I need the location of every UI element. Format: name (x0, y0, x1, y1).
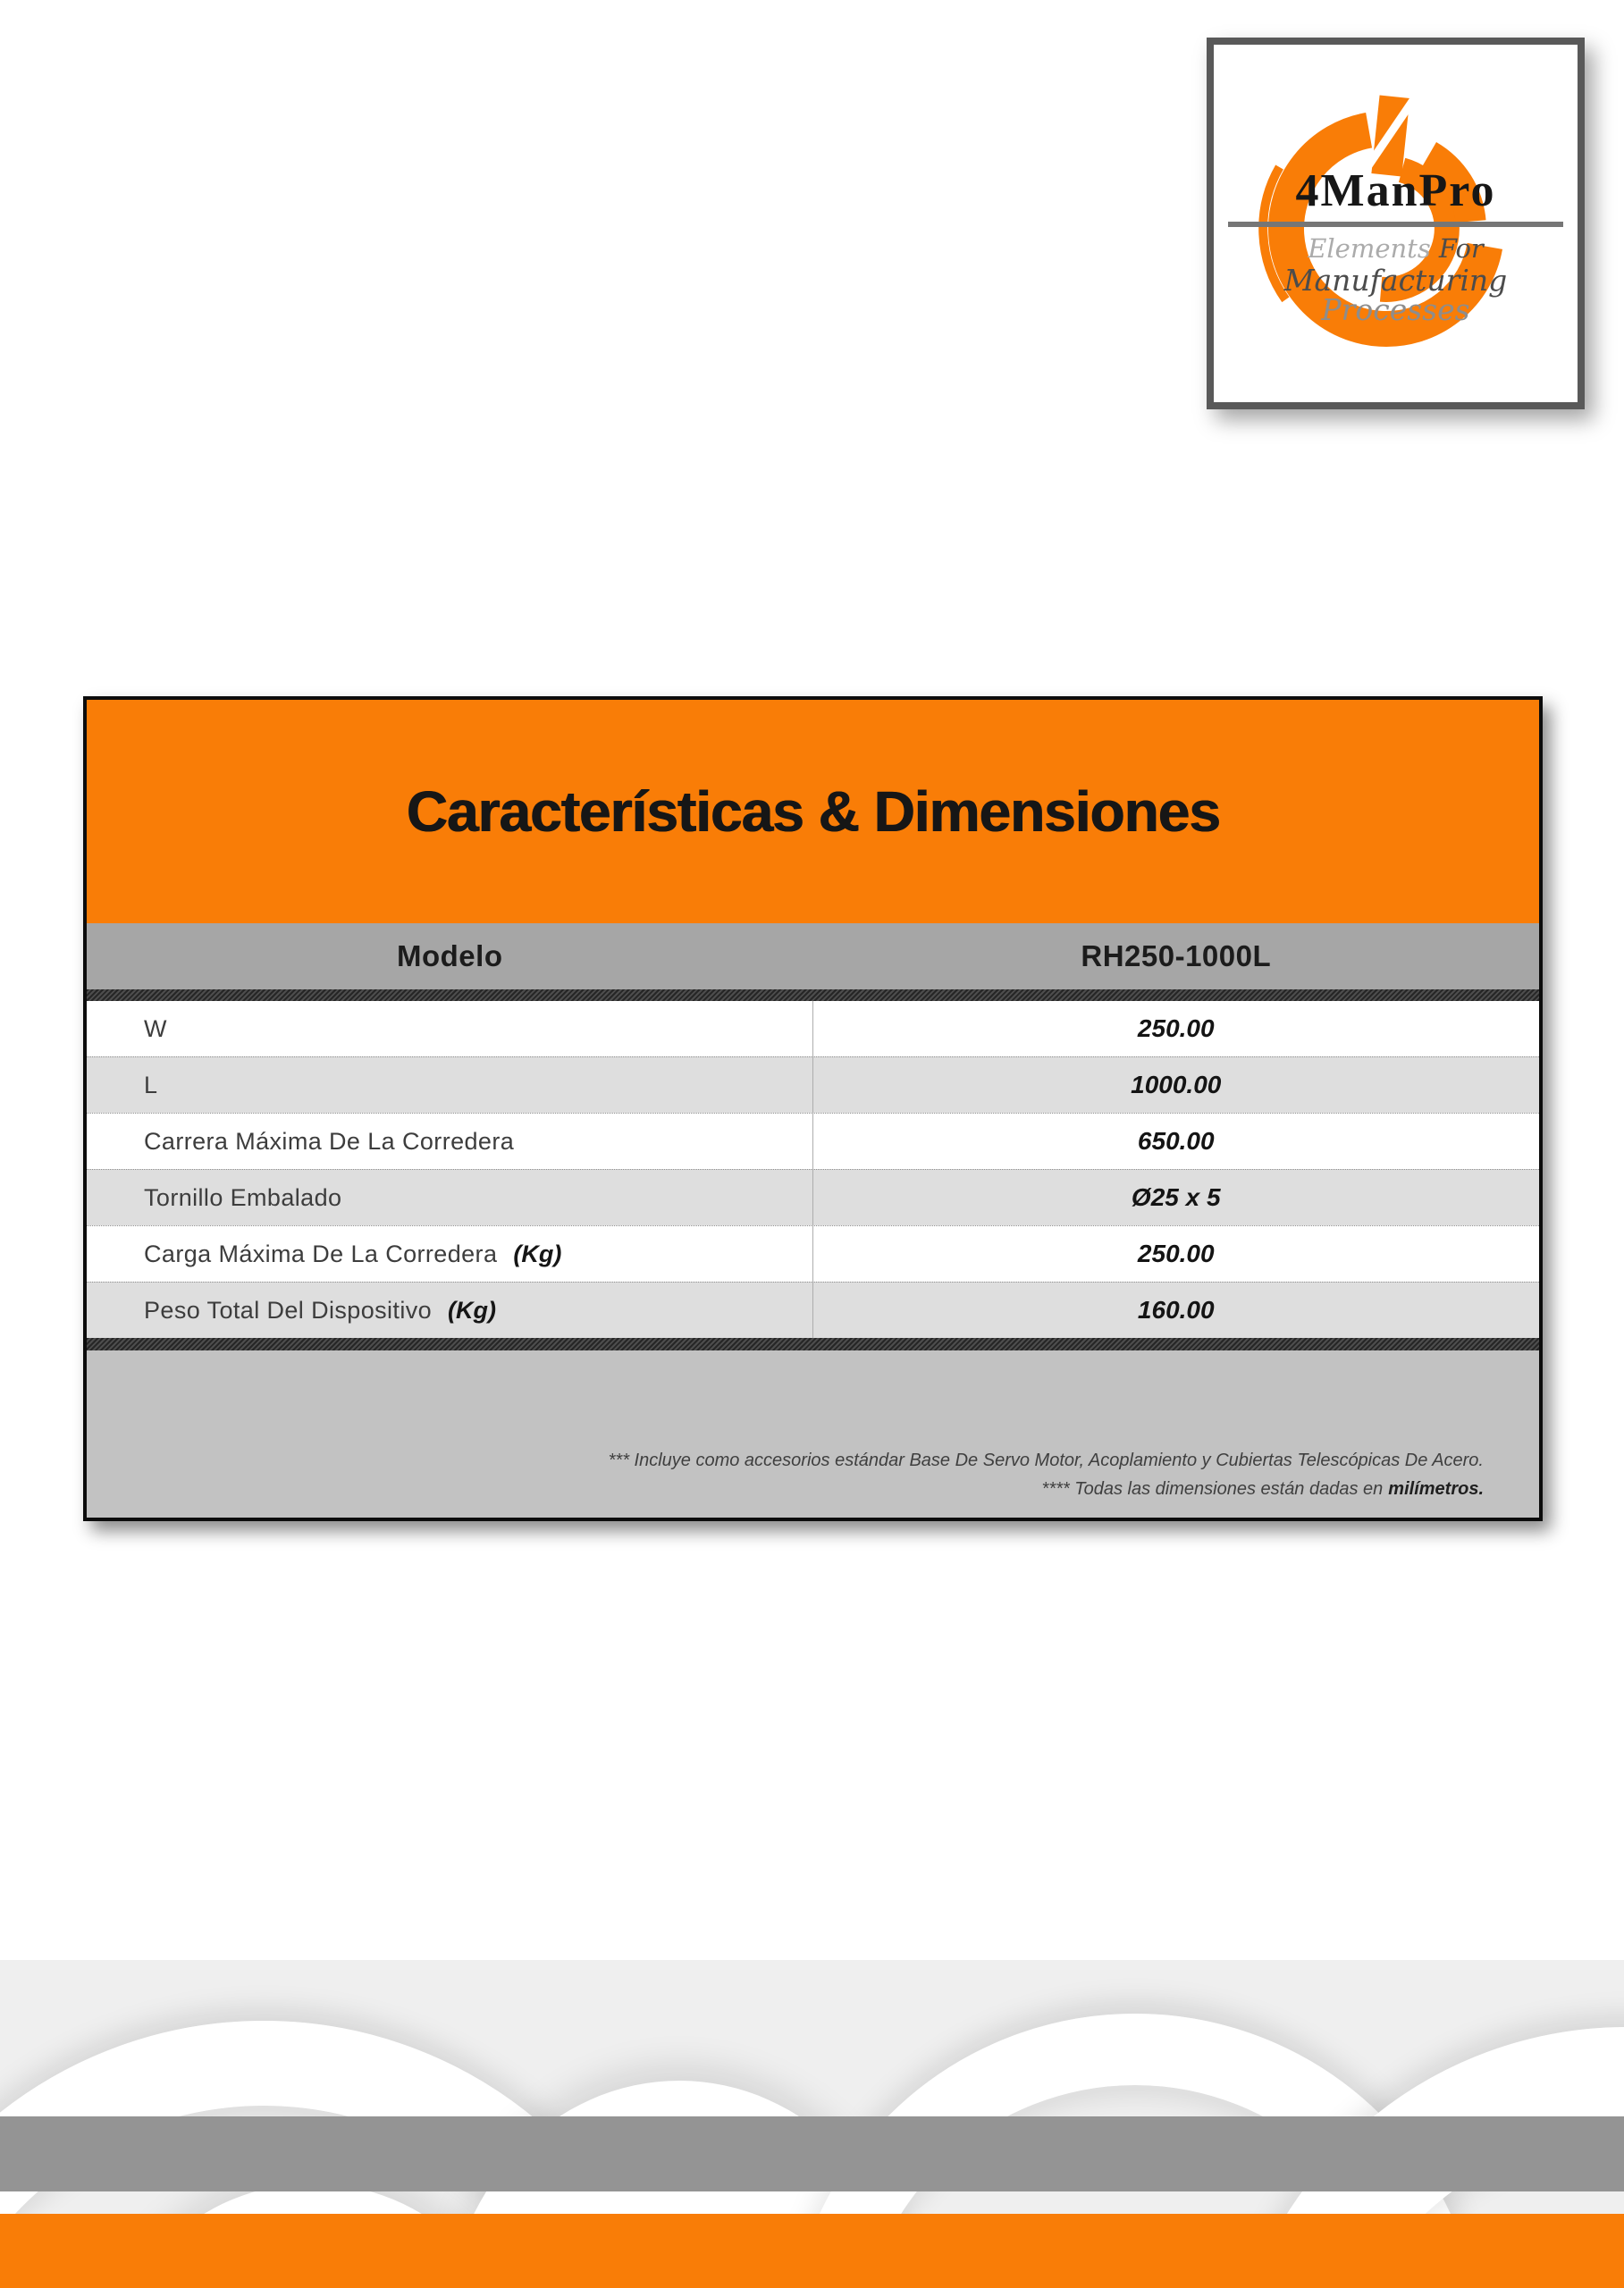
tagline-word-for: For (1438, 233, 1484, 264)
model-header-row: Modelo RH250-1000L (87, 923, 1539, 989)
row-label: Peso Total Del Dispositivo (Kg) (87, 1283, 813, 1338)
table-title: Características & Dimensiones (406, 779, 1220, 844)
row-value: 650.00 (1137, 1127, 1215, 1155)
separator-bar-top (87, 989, 1539, 1001)
footer-notes: *** Incluye como accesorios estándar Bas… (609, 1446, 1484, 1503)
logo-text-block: 4ManPro Elements For Manufacturing Proce… (1214, 45, 1578, 402)
spec-table: Características & Dimensiones Modelo RH2… (83, 696, 1543, 1521)
footer-note-units: **** Todas las dimensiones están dadas e… (1041, 1479, 1484, 1499)
logo-divider (1228, 222, 1563, 227)
table-row: W 250.00 (87, 1001, 1539, 1056)
table-row: Carrera Máxima De La Corredera 650.00 (87, 1113, 1539, 1169)
bottom-gray-bar (0, 2116, 1624, 2191)
row-label: Carrera Máxima De La Corredera (87, 1114, 813, 1169)
separator-bar-bottom (87, 1338, 1539, 1350)
table-row: Peso Total Del Dispositivo (Kg) 160.00 (87, 1282, 1539, 1338)
tagline-word-manufacturing: Manufacturing (1283, 263, 1508, 298)
brand-name: 4ManPro (1295, 165, 1496, 216)
footer-note-accessories: *** Incluye como accesorios estándar Bas… (608, 1451, 1484, 1470)
row-label: L (87, 1057, 813, 1113)
row-value: 1000.00 (1131, 1071, 1222, 1098)
model-header-label: Modelo (397, 939, 503, 972)
table-header-banner: Características & Dimensiones (87, 700, 1539, 923)
footer-note-units-bold: milímetros. (1388, 1479, 1484, 1499)
tagline-word-processes: Processes (1321, 292, 1470, 327)
bottom-decorative-band (0, 1960, 1624, 2288)
row-label: Carga Máxima De La Corredera (Kg) (87, 1226, 813, 1282)
row-label-unit: (Kg) (513, 1240, 562, 1267)
table-body: W 250.00 L 1000.00 Carrera Máxima De La … (87, 1001, 1539, 1338)
row-value: 250.00 (1137, 1014, 1215, 1042)
row-value: Ø25 x 5 (1131, 1183, 1221, 1211)
logo-swirl-icon (1258, 95, 1502, 347)
row-label: W (87, 1001, 813, 1056)
table-footer: *** Incluye como accesorios estándar Bas… (87, 1350, 1539, 1518)
bottom-orange-bar (0, 2214, 1624, 2288)
row-label: Tornillo Embalado (87, 1170, 813, 1225)
row-value: 250.00 (1137, 1240, 1215, 1267)
model-header-value: RH250-1000L (1081, 939, 1272, 972)
company-logo-card: 4ManPro Elements For Manufacturing Proce… (1207, 38, 1585, 409)
row-value: 160.00 (1137, 1296, 1215, 1324)
logo-tagline-line2: Manufacturing Processes (1214, 265, 1578, 324)
row-label-unit: (Kg) (448, 1296, 497, 1324)
table-row: Tornillo Embalado Ø25 x 5 (87, 1169, 1539, 1225)
table-row: L 1000.00 (87, 1056, 1539, 1113)
logo-tagline-line1: Elements For (1214, 236, 1578, 262)
tagline-word-elements: Elements (1308, 233, 1431, 264)
table-row: Carga Máxima De La Corredera (Kg) 250.00 (87, 1225, 1539, 1282)
